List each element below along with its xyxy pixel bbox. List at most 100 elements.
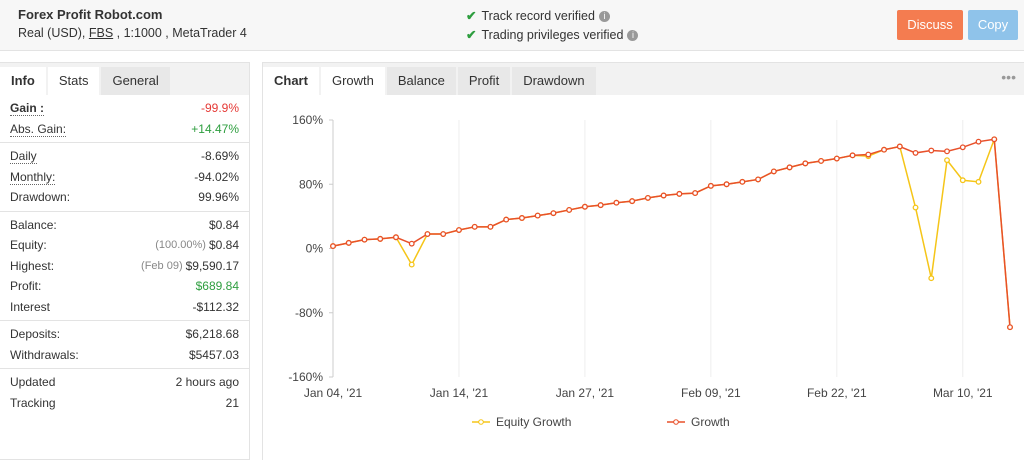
stat-value: 99.96% <box>198 190 239 204</box>
stats-row: Withdrawals: $5457.03 <box>0 345 249 366</box>
data-point <box>991 136 998 143</box>
stat-note: (100.00%) <box>155 239 206 251</box>
data-point <box>597 202 604 209</box>
legend-label: Equity Growth <box>496 415 571 429</box>
series-line <box>332 138 1011 328</box>
stats-group: Gain : -99.9% Abs. Gain: +14.47% <box>0 95 249 142</box>
data-point <box>975 178 982 185</box>
y-tick-label: 80% <box>299 177 323 191</box>
x-tick-label: Mar 10, '21 <box>933 386 993 400</box>
x-tick-label: Jan 14, '21 <box>430 386 489 400</box>
tab[interactable]: Growth <box>320 67 385 95</box>
data-point <box>456 227 462 233</box>
data-point <box>408 261 415 268</box>
data-point <box>944 148 950 155</box>
data-point <box>755 176 762 183</box>
platform: MetaTrader 4 <box>172 26 247 40</box>
data-point <box>581 203 588 210</box>
stat-label-wrap: Updated <box>10 372 176 393</box>
data-point <box>471 223 478 230</box>
stat-label-wrap: Interest <box>10 297 193 318</box>
discuss-button[interactable]: Discuss <box>897 10 963 40</box>
data-point <box>408 240 415 247</box>
data-point <box>865 151 872 158</box>
chart-tabs: Chart Growth Balance Profit Drawdown <box>263 63 1024 95</box>
y-tick-label: 0% <box>306 242 324 256</box>
header: Forex Profit Robot.com Real (USD), FBS ,… <box>0 0 1024 51</box>
tab[interactable]: Profit <box>457 67 511 95</box>
data-point <box>361 236 368 243</box>
leverage: 1:1000 <box>123 26 162 40</box>
stats-group: Updated 2 hours ago Tracking 21 <box>0 368 249 416</box>
data-point <box>849 152 856 159</box>
stat-label: Tracking <box>10 395 56 410</box>
verification: Trading privileges verified <box>481 28 624 42</box>
data-point <box>770 168 777 175</box>
stats-tabs: Info Stats General <box>0 63 249 95</box>
stats-list: Gain : -99.9% Abs. Gain: +14.47% Daily -8.69%… <box>0 95 249 416</box>
stats-row: Profit: $689.84 <box>0 276 249 297</box>
stat-label-wrap: Abs. Gain: <box>10 119 191 140</box>
data-point <box>959 144 966 151</box>
stat-value: +14.47% <box>191 121 239 136</box>
stats-row: Highest: (Feb 09) $9,590.17 <box>0 256 249 277</box>
x-tick-label: Feb 09, '21 <box>681 386 741 400</box>
data-point <box>503 216 510 223</box>
legend-label: Growth <box>691 415 730 429</box>
account-info: Real (USD), FBS , 1:1000 , MetaTrader 4 <box>18 26 247 40</box>
data-point <box>928 147 935 154</box>
stat-label-wrap: Highest: <box>10 256 141 277</box>
data-point <box>487 223 494 230</box>
stats-panel: Info Stats General Gain : -99.9% Abs. Gain: +… <box>0 62 250 460</box>
data-point <box>644 194 651 201</box>
legend-marker <box>478 419 484 425</box>
data-point <box>723 181 730 188</box>
data-point <box>660 192 667 199</box>
stat-value: -$112.32 <box>192 299 239 314</box>
data-point <box>613 199 620 206</box>
options-menu[interactable]: ••• <box>1001 69 1016 85</box>
data-point <box>534 212 541 219</box>
data-point <box>566 206 573 213</box>
system-title: Forex Profit Robot.com <box>18 7 163 22</box>
data-point <box>440 231 447 237</box>
series-line <box>332 139 1011 328</box>
stat-label-wrap: Gain : <box>10 98 201 119</box>
broker-link[interactable]: FBS <box>88 26 114 40</box>
stat-value: $6,218.68 <box>185 327 239 341</box>
stat-label: Drawdown: <box>10 190 71 204</box>
stat-label: Highest: <box>10 258 55 273</box>
verification: Track record verified <box>481 9 595 23</box>
data-point <box>912 149 919 156</box>
data-point <box>896 143 903 150</box>
data-point <box>692 190 699 197</box>
stat-value: -99.9% <box>200 101 239 115</box>
tab[interactable]: Chart <box>263 67 319 95</box>
stats-row: Updated 2 hours ago <box>0 372 249 393</box>
tab[interactable]: Drawdown <box>512 67 596 95</box>
data-point <box>1007 324 1013 331</box>
tab[interactable]: Info <box>0 67 46 95</box>
y-tick-label: -80% <box>295 306 323 320</box>
stat-label-wrap: Balance: <box>10 215 209 236</box>
stat-value: -94.02% <box>194 169 239 184</box>
legend-marker <box>673 419 679 425</box>
x-tick-label: Jan 27, '21 <box>556 386 615 400</box>
y-tick-label: 160% <box>292 113 323 127</box>
stat-value: $0.84 <box>208 238 239 252</box>
stat-label-wrap: Tracking <box>10 393 226 414</box>
stat-label-wrap: Drawdown: <box>10 187 198 208</box>
tab[interactable]: Stats <box>47 67 100 95</box>
data-point <box>424 231 431 237</box>
stat-value: $0.84 <box>208 217 239 232</box>
stat-label: Daily <box>10 149 37 164</box>
tab[interactable]: General <box>101 67 170 95</box>
stats-row: Deposits: $6,218.68 <box>0 324 249 345</box>
verifications: ✔ Track record verified i ✔ Trading privile… <box>466 7 639 45</box>
tab[interactable]: Balance <box>386 67 456 95</box>
stat-value: -8.69% <box>200 149 239 163</box>
stat-label: Interest <box>10 299 51 314</box>
copy-button[interactable]: Copy <box>968 10 1018 40</box>
y-tick-label: -160% <box>288 370 323 384</box>
